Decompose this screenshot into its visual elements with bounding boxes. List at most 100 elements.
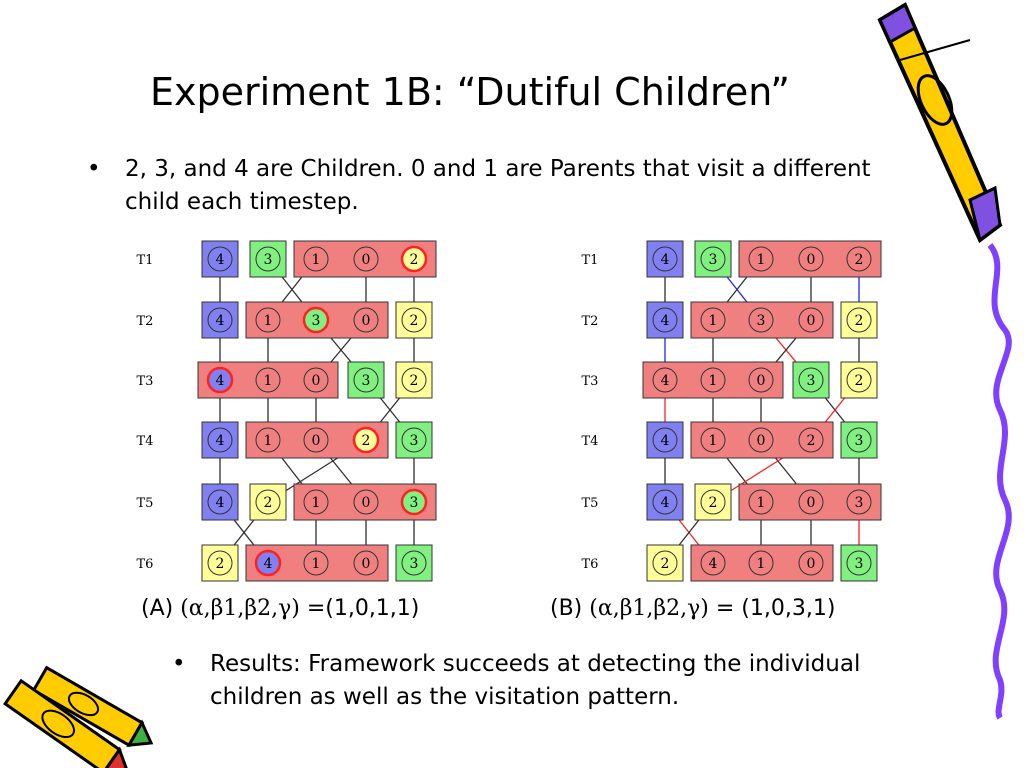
node-label: 1 [264,433,273,449]
node-label: 3 [855,495,864,511]
node-0 [748,367,774,393]
node-label: 3 [410,556,419,572]
timestep-label: T4 [582,434,599,449]
node-3 [255,246,281,272]
node-label: 2 [264,495,273,511]
node-label: 2 [855,252,864,268]
caption-b-params: (α,β1,β2,γ) [589,596,709,621]
caption-b-values: = (1,0,3,1) [715,596,836,621]
bullet-text: 2, 3, and 4 are Children. 0 and 1 are Pa… [125,156,871,215]
node-label: 0 [312,373,321,389]
node-2 [700,489,726,515]
node-label: 2 [709,495,718,511]
crayons-bottom-icon [3,665,154,768]
node-label: 1 [312,556,321,572]
node-label: 4 [216,373,225,389]
node-label: 0 [362,556,371,572]
timestep-label: T3 [137,374,154,389]
node-0 [353,307,379,333]
timestep-label: T1 [582,253,599,268]
node-4 [207,246,233,272]
node-3 [798,367,824,393]
timestep-label: T6 [582,557,599,572]
node-2 [798,427,824,453]
node-label: 4 [216,252,225,268]
node-1 [255,427,281,453]
node-label: 1 [757,495,766,511]
node-label: 1 [709,373,718,389]
node-4 [652,246,678,272]
node-3 [353,367,379,393]
node-label: 3 [855,433,864,449]
node-label: 2 [855,313,864,329]
node-3 [846,427,872,453]
node-label: 0 [362,313,371,329]
caption-a: (A) (α,β1,β2,γ) =(1,0,1,1) [141,596,419,621]
node-1 [255,307,281,333]
node-0 [303,367,329,393]
node-label: 2 [216,556,225,572]
node-label: 0 [362,495,371,511]
node-label: 3 [855,556,864,572]
node-2 [400,245,428,273]
node-1 [303,246,329,272]
node-label: 0 [807,252,816,268]
node-label: 1 [757,252,766,268]
node-1 [303,489,329,515]
bullet-marker: • [172,651,186,677]
node-label: 4 [661,373,670,389]
timestep-label: T5 [137,496,154,511]
node-label: 1 [709,433,718,449]
node-label: 3 [362,373,371,389]
caption-a-label: (A) [141,596,174,621]
node-4 [207,427,233,453]
node-label: 1 [709,313,718,329]
node-4 [254,549,282,577]
node-2 [401,367,427,393]
node-3 [748,307,774,333]
node-label: 4 [216,433,225,449]
bullet-text: Results: Framework succeeds at detecting… [210,651,861,710]
node-1 [700,307,726,333]
node-4 [207,489,233,515]
node-label: 4 [709,556,718,572]
node-label: 2 [410,373,419,389]
node-3 [846,550,872,576]
bullet-children-parents: • 2, 3, and 4 are Children. 0 and 1 are … [87,153,885,219]
node-label: 0 [757,433,766,449]
node-4 [652,427,678,453]
caption-a-values: =(1,0,1,1) [306,596,420,621]
node-1 [748,489,774,515]
node-0 [353,550,379,576]
node-0 [748,427,774,453]
node-2 [207,550,233,576]
bullet-marker: • [87,156,101,182]
node-0 [353,246,379,272]
node-label: 3 [312,313,321,329]
node-label: 1 [312,252,321,268]
node-0 [353,489,379,515]
timestep-label: T4 [137,434,154,449]
timestep-label: T5 [582,496,599,511]
node-2 [255,489,281,515]
node-label: 1 [264,373,273,389]
node-label: 1 [312,495,321,511]
node-3 [400,488,428,516]
node-3 [700,246,726,272]
node-4 [700,550,726,576]
node-0 [798,246,824,272]
node-1 [303,550,329,576]
node-4 [652,367,678,393]
node-label: 2 [807,433,816,449]
node-label: 3 [709,252,718,268]
node-label: 4 [661,433,670,449]
timestep-label: T6 [137,557,154,572]
node-1 [700,367,726,393]
caption-a-params: (α,β1,β2,γ) [180,596,300,621]
node-1 [748,550,774,576]
node-label: 4 [661,495,670,511]
node-1 [700,427,726,453]
node-label: 4 [216,313,225,329]
node-label: 0 [807,556,816,572]
